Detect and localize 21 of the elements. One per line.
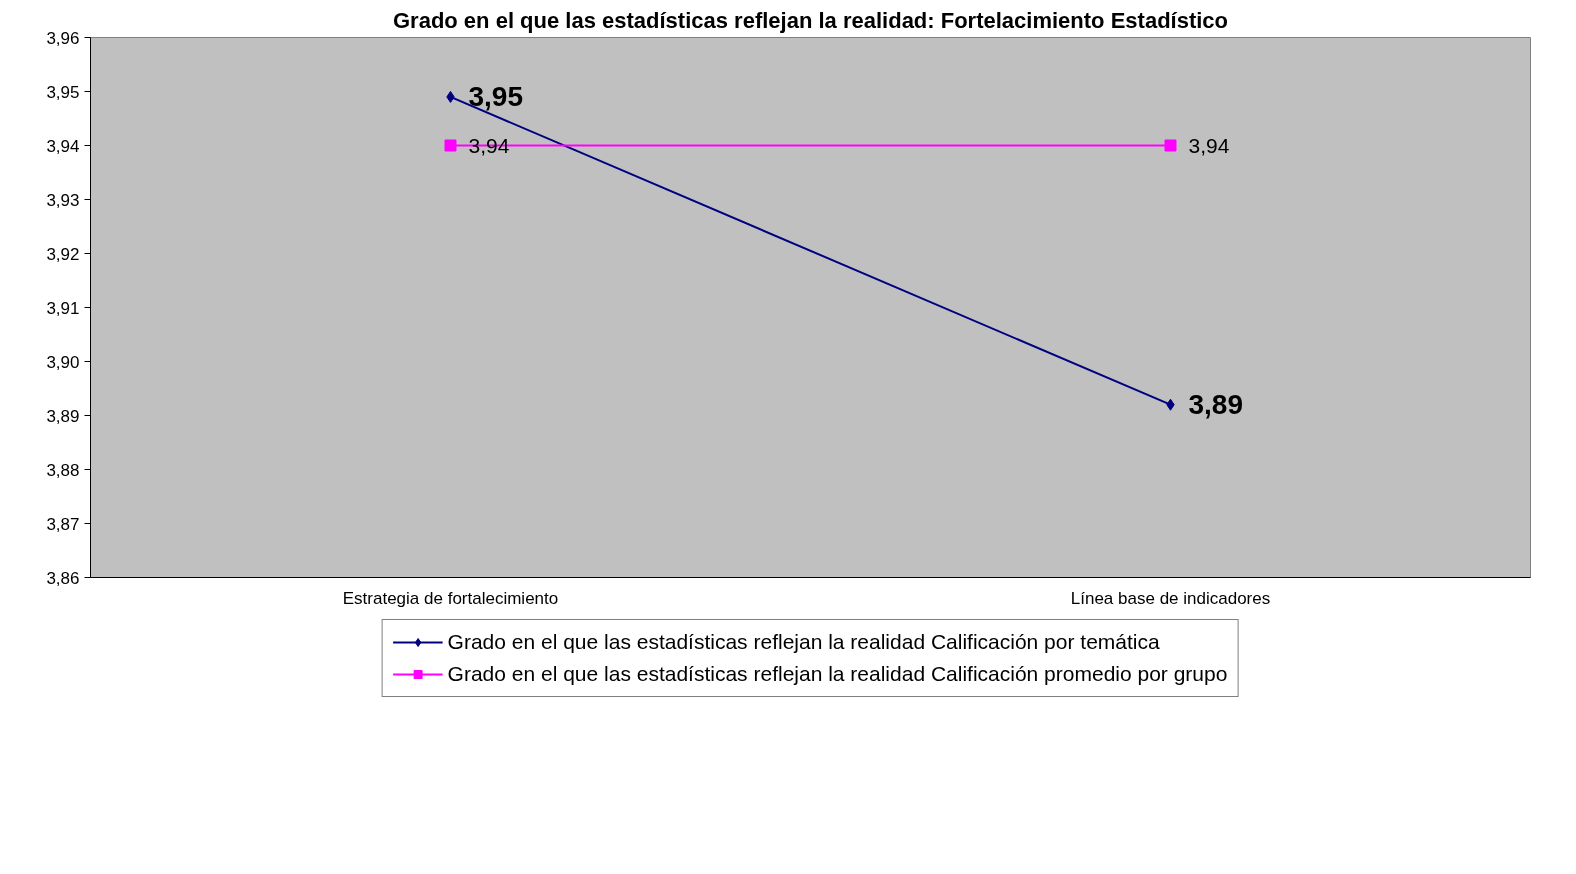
data-label: 3,95	[468, 81, 523, 113]
y-tick-label: 3,90	[46, 352, 80, 372]
chart-title: Grado en el que las estadísticas reflejan la realidad: Fortelacimiento Estadístico	[392, 7, 1229, 33]
point	[1164, 139, 1177, 152]
y-tick-label: 3,86	[46, 568, 80, 588]
y-tick-label: 3,95	[46, 82, 80, 102]
x-tick-label: Línea base de indicadores	[1070, 588, 1271, 608]
y-tick-label: 3,91	[46, 298, 80, 318]
y-tick-label: 3,94	[46, 136, 80, 156]
x-tick-label: Estrategia de fortalecimiento	[342, 588, 559, 608]
y-tick-label: 3,93	[46, 190, 80, 210]
y-tick-label: 3,89	[46, 406, 80, 426]
y-tick-label: 3,96	[46, 28, 80, 48]
y-tick-label: 3,88	[46, 460, 80, 480]
y-tick-label: 3,87	[46, 514, 80, 534]
legend-label: Grado en el que las estadísticas reflejan la realidad Calificación por temática	[447, 629, 1160, 654]
data-label: 3,94	[1188, 133, 1230, 157]
data-label: 3,89	[1188, 389, 1243, 421]
legend-label: Grado en el que las estadísticas reflejan la realidad Calificación promedio por grupo	[447, 661, 1228, 686]
y-tick-label: 3,92	[46, 244, 80, 264]
point	[444, 139, 457, 152]
